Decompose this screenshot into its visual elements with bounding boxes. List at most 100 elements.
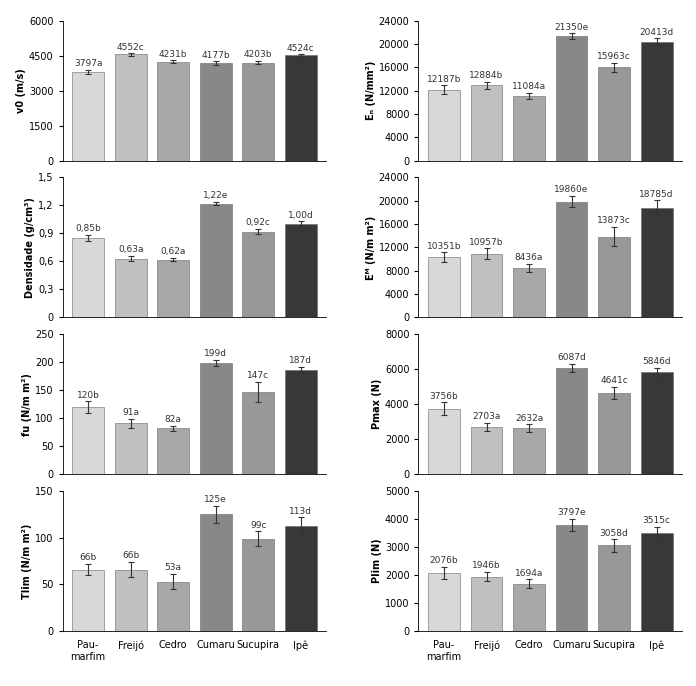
- Bar: [428, 573, 460, 631]
- Bar: [428, 257, 460, 318]
- Bar: [640, 208, 672, 318]
- Y-axis label: Plim (N): Plim (N): [372, 539, 382, 583]
- Y-axis label: Eᴹ (N/m m²): Eᴹ (N/m m²): [366, 215, 376, 280]
- Text: 4177b: 4177b: [201, 51, 230, 60]
- Text: 3756b: 3756b: [429, 392, 459, 401]
- Text: 3515c: 3515c: [642, 517, 670, 525]
- Bar: [115, 54, 147, 161]
- Bar: [242, 62, 274, 161]
- Y-axis label: v0 (m/s): v0 (m/s): [16, 68, 26, 113]
- Bar: [470, 427, 503, 474]
- Text: 3797e: 3797e: [557, 508, 586, 517]
- Bar: [242, 539, 274, 631]
- Bar: [200, 63, 232, 161]
- Bar: [242, 232, 274, 318]
- Text: 4641c: 4641c: [600, 376, 628, 386]
- Text: 66b: 66b: [79, 553, 97, 563]
- Text: 120b: 120b: [77, 391, 100, 400]
- Text: 66b: 66b: [122, 552, 139, 560]
- Text: 10957b: 10957b: [469, 237, 504, 246]
- Bar: [157, 259, 189, 318]
- Text: 10351b: 10351b: [427, 241, 461, 250]
- Y-axis label: Pmax (N): Pmax (N): [372, 379, 382, 429]
- Bar: [513, 268, 545, 318]
- Text: 187d: 187d: [290, 356, 313, 365]
- Text: 12187b: 12187b: [427, 75, 461, 84]
- Bar: [115, 569, 147, 631]
- Text: 6087d: 6087d: [557, 353, 586, 362]
- Bar: [598, 545, 630, 631]
- Text: 53a: 53a: [165, 563, 182, 573]
- Text: 82a: 82a: [165, 415, 182, 424]
- Text: 0,62a: 0,62a: [161, 247, 186, 256]
- Text: 4203b: 4203b: [244, 51, 272, 60]
- Bar: [157, 582, 189, 631]
- Text: 18785d: 18785d: [640, 189, 674, 198]
- Bar: [513, 96, 545, 161]
- Bar: [555, 202, 587, 318]
- Text: 19860e: 19860e: [554, 185, 589, 194]
- Bar: [555, 36, 587, 161]
- Text: 4231b: 4231b: [159, 49, 187, 58]
- Bar: [200, 514, 232, 631]
- Text: 0,85b: 0,85b: [75, 224, 101, 233]
- Bar: [285, 55, 317, 161]
- Bar: [470, 254, 503, 318]
- Bar: [115, 423, 147, 474]
- Bar: [640, 42, 672, 161]
- Text: 1,22e: 1,22e: [203, 191, 228, 200]
- Bar: [470, 577, 503, 631]
- Text: 2703a: 2703a: [473, 412, 500, 421]
- Bar: [115, 259, 147, 318]
- Text: 2632a: 2632a: [515, 414, 543, 423]
- Bar: [598, 237, 630, 318]
- Bar: [555, 525, 587, 631]
- Bar: [157, 62, 189, 161]
- Bar: [555, 368, 587, 474]
- Bar: [157, 428, 189, 474]
- Text: 15963c: 15963c: [597, 52, 631, 61]
- Text: 11084a: 11084a: [512, 82, 546, 91]
- Bar: [470, 86, 503, 161]
- Bar: [598, 393, 630, 474]
- Y-axis label: Densidade (g/cm³): Densidade (g/cm³): [25, 197, 35, 298]
- Bar: [242, 392, 274, 474]
- Bar: [200, 204, 232, 318]
- Bar: [640, 532, 672, 631]
- Text: 113d: 113d: [290, 506, 313, 516]
- Text: 5846d: 5846d: [642, 357, 671, 366]
- Y-axis label: fu (N/m m²): fu (N/m m²): [22, 372, 32, 436]
- Bar: [285, 224, 317, 318]
- Bar: [598, 67, 630, 161]
- Bar: [640, 372, 672, 474]
- Text: 1,00d: 1,00d: [288, 211, 314, 220]
- Bar: [513, 428, 545, 474]
- Text: 13873c: 13873c: [597, 216, 631, 225]
- Text: 91a: 91a: [122, 408, 139, 417]
- Y-axis label: Tlim (N/m m²): Tlim (N/m m²): [22, 523, 32, 599]
- Text: 147c: 147c: [247, 371, 269, 380]
- Text: 4552c: 4552c: [117, 43, 145, 51]
- Text: 3797a: 3797a: [74, 59, 102, 68]
- Text: 12884b: 12884b: [469, 71, 504, 80]
- Text: 4524c: 4524c: [287, 43, 315, 53]
- Bar: [428, 409, 460, 474]
- Text: 1694a: 1694a: [515, 569, 543, 578]
- Bar: [72, 238, 104, 318]
- Text: 20413d: 20413d: [640, 27, 674, 36]
- Bar: [513, 584, 545, 631]
- Text: 125e: 125e: [205, 495, 227, 504]
- Text: 0,92c: 0,92c: [246, 218, 271, 227]
- Text: 199d: 199d: [204, 349, 227, 358]
- Text: 8436a: 8436a: [515, 253, 543, 263]
- Text: 3058d: 3058d: [600, 529, 628, 538]
- Bar: [72, 569, 104, 631]
- Bar: [200, 363, 232, 474]
- Text: 99c: 99c: [250, 521, 267, 530]
- Text: 1946b: 1946b: [472, 561, 501, 570]
- Bar: [285, 370, 317, 474]
- Text: 21350e: 21350e: [555, 23, 589, 32]
- Bar: [428, 89, 460, 161]
- Bar: [72, 407, 104, 474]
- Y-axis label: Eₙ (N/mm²): Eₙ (N/mm²): [366, 61, 376, 120]
